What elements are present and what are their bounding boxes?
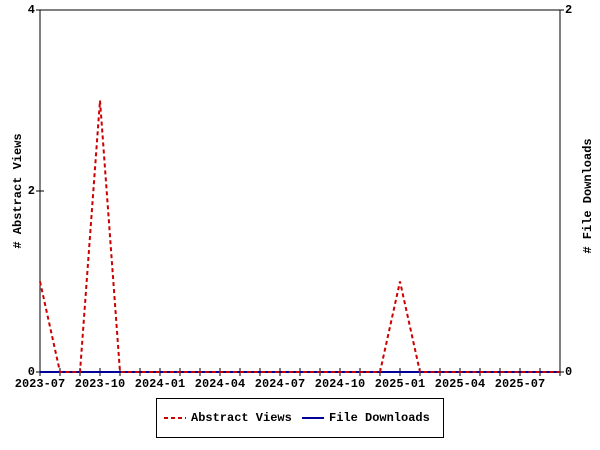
y2-tick-label: 2 xyxy=(565,3,572,17)
y-tick-label: 0 xyxy=(28,365,35,379)
x-tick-label: 2023-10 xyxy=(75,377,125,391)
x-tick-label: 2024-10 xyxy=(315,377,365,391)
series-line xyxy=(39,100,560,373)
legend-label: File Downloads xyxy=(329,411,430,425)
x-tick-label: 2024-04 xyxy=(195,377,245,391)
x-tick-label: 2025-07 xyxy=(495,377,545,391)
y2-axis-title: # File Downloads xyxy=(581,138,595,253)
legend-label: Abstract Views xyxy=(191,411,292,425)
x-tick-label: 2023-07 xyxy=(15,377,65,391)
y-tick-label: 4 xyxy=(28,3,35,17)
y-tick-label: 2 xyxy=(28,184,35,198)
x-tick-label: 2025-04 xyxy=(435,377,485,391)
x-tick-label: 2025-01 xyxy=(375,377,425,391)
x-tick-label: 2024-07 xyxy=(255,377,305,391)
legend-box xyxy=(156,398,444,438)
y2-tick-label: 0 xyxy=(565,365,572,379)
x-tick-label: 2024-01 xyxy=(135,377,185,391)
y-axis-title: # Abstract Views xyxy=(11,133,25,248)
